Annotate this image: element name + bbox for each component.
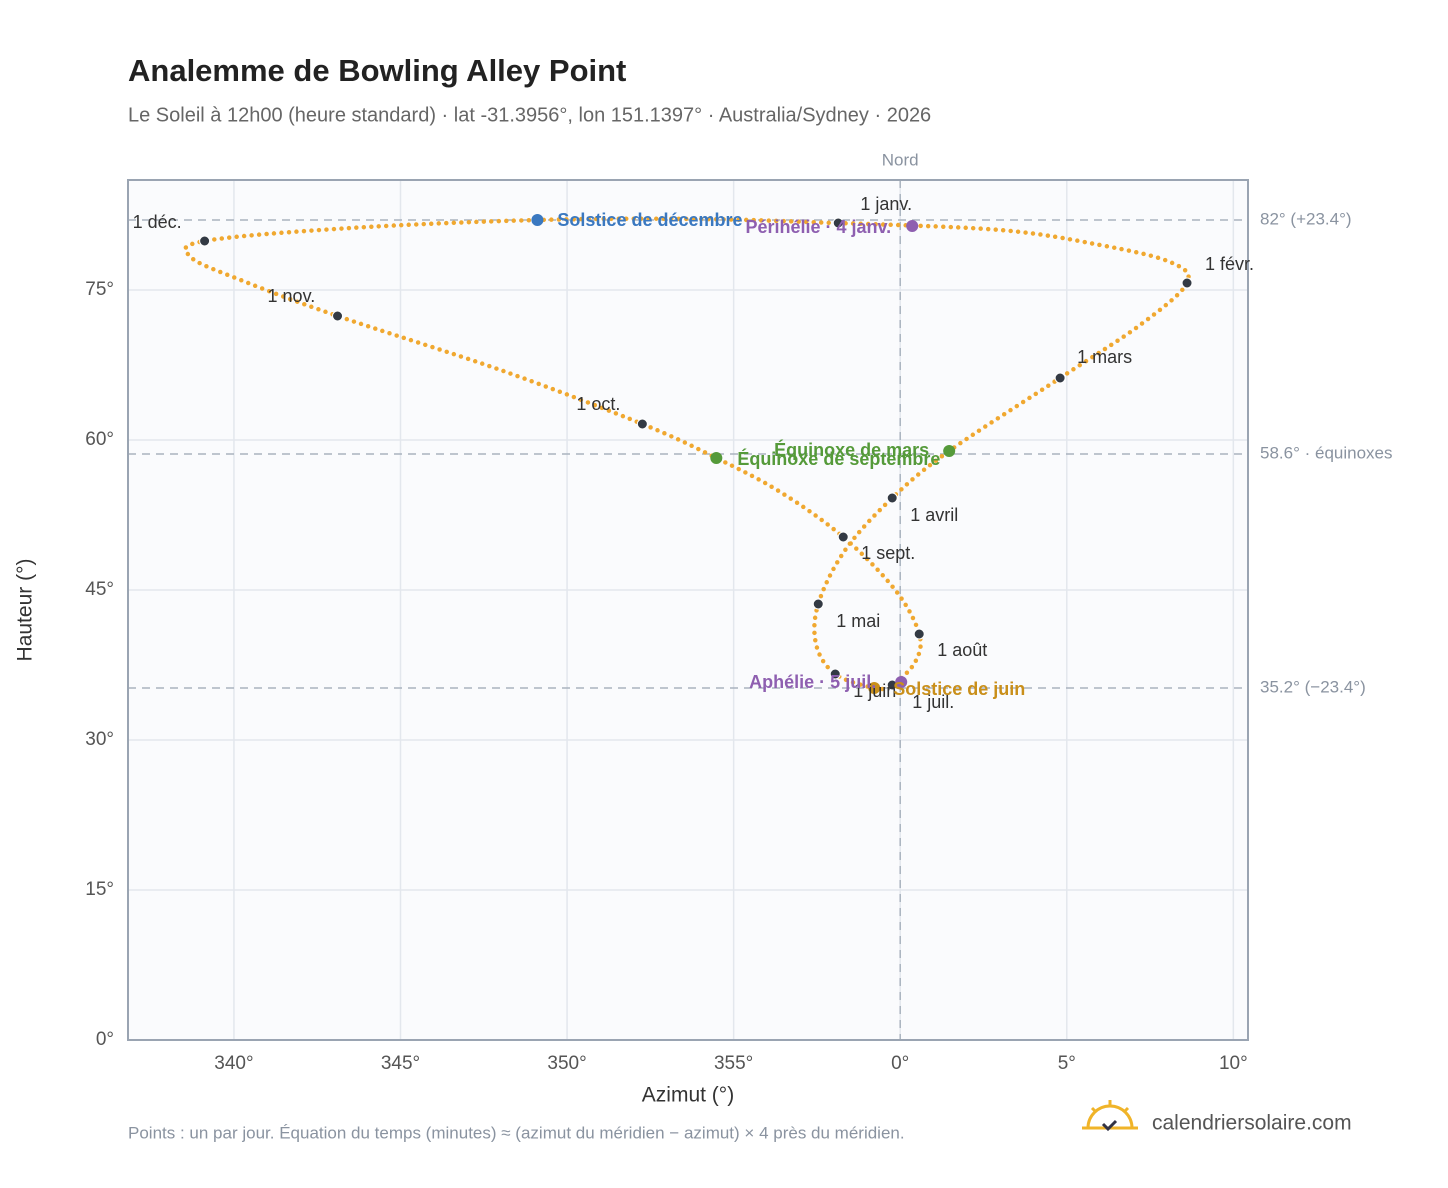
y-tick-label: 60° — [85, 429, 114, 450]
month-label: 1 sept. — [861, 543, 915, 563]
month-label: 1 mars — [1077, 347, 1132, 367]
footnote: Points : un par jour. Équation du temps … — [128, 1123, 905, 1142]
event-point — [943, 445, 956, 457]
month-label: 1 juin — [853, 681, 896, 701]
plot-frame — [127, 179, 1249, 1041]
event-label: Solstice de juin — [893, 679, 1025, 699]
x-tick-label: 355° — [714, 1053, 753, 1074]
month-point — [199, 235, 211, 247]
month-label: 1 janv. — [860, 194, 912, 214]
month-label: 1 mai — [836, 611, 880, 631]
month-point — [837, 531, 849, 543]
event-point — [531, 214, 544, 226]
x-tick-label: 5° — [1058, 1053, 1076, 1074]
reference-label: 82° (+23.4°) — [1260, 209, 1352, 228]
event-label: Solstice de décembre — [557, 210, 742, 230]
month-label: 1 août — [937, 640, 987, 660]
month-label: 1 nov. — [268, 286, 316, 306]
month-point — [636, 418, 648, 430]
y-tick-label: 0° — [96, 1029, 114, 1050]
x-tick-label: 10° — [1219, 1053, 1248, 1074]
month-point — [812, 598, 824, 610]
brand-logo — [1082, 1100, 1138, 1132]
month-point — [913, 628, 925, 640]
y-tick-label: 30° — [85, 729, 114, 750]
month-point — [332, 310, 344, 322]
y-tick-label: 45° — [85, 579, 114, 600]
month-point — [1054, 372, 1066, 384]
reference-label: 58.6° · équinoxes — [1260, 443, 1393, 462]
month-point — [829, 668, 841, 680]
x-tick-label: 340° — [214, 1053, 253, 1074]
x-tick-label: 350° — [547, 1053, 586, 1074]
chart-title: Analemme de Bowling Alley Point — [128, 53, 626, 88]
meridian-label: Nord — [882, 150, 919, 169]
chart-subtitle: Le Soleil à 12h00 (heure standard) · lat… — [128, 104, 931, 126]
event-point — [895, 676, 908, 688]
plot-area — [128, 180, 1248, 1040]
event-label: Équinoxe de septembre — [737, 448, 940, 469]
event-label: Aphélie · 5 juil. — [749, 672, 876, 692]
x-axis-label: Azimut (°) — [642, 1084, 734, 1107]
y-axis-label: Hauteur (°) — [14, 559, 37, 662]
event-label: Équinoxe de mars — [774, 439, 929, 460]
month-point — [886, 492, 898, 504]
month-label: 1 déc. — [133, 212, 182, 232]
reference-label: 35.2° (−23.4°) — [1260, 677, 1366, 696]
month-point — [832, 217, 844, 229]
month-label: 1 juil. — [912, 692, 954, 712]
month-label: 1 févr. — [1205, 254, 1254, 274]
event-point — [906, 220, 919, 232]
month-point — [1181, 277, 1193, 289]
brand: calendriersolaire.com — [1152, 1112, 1352, 1135]
x-tick-label: 345° — [381, 1053, 420, 1074]
y-tick-label: 15° — [85, 879, 114, 900]
x-tick-label: 0° — [891, 1053, 909, 1074]
month-label: 1 oct. — [576, 394, 620, 414]
y-tick-label: 75° — [85, 279, 114, 300]
event-point — [710, 452, 723, 464]
event-point — [868, 682, 881, 694]
event-label: Périhélie · 4 janv. — [745, 217, 891, 237]
month-label: 1 avril — [910, 505, 958, 525]
